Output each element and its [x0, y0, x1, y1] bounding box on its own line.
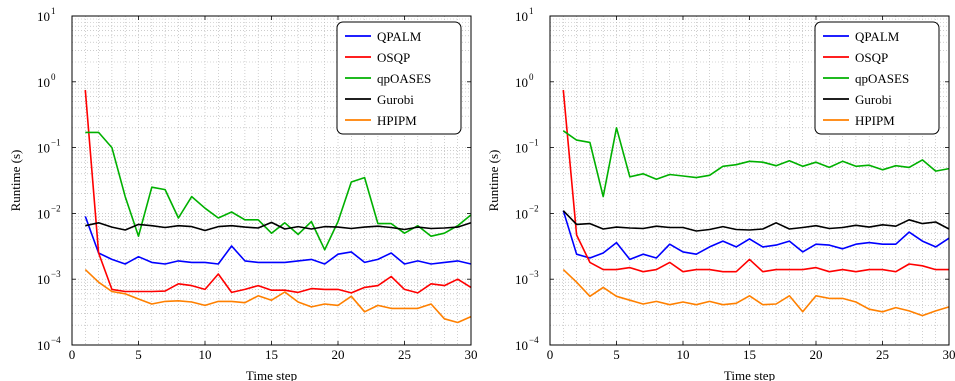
y-tick-label: 10 — [515, 338, 528, 353]
y-tick-label: 10 — [515, 141, 528, 156]
y-tick-exponent: −3 — [51, 269, 61, 279]
x-tick-label: 5 — [135, 347, 142, 362]
x-tick-label: 20 — [810, 347, 823, 362]
x-tick-label: 20 — [332, 347, 345, 362]
legend-label-qpoases: qpOASES — [377, 71, 431, 86]
legend-label-qpoases: qpOASES — [855, 71, 909, 86]
legend-label-qpalm: QPALM — [377, 29, 422, 44]
y-tick-exponent: −4 — [51, 335, 61, 345]
legend-box — [336, 21, 462, 135]
y-tick-label: 10 — [515, 9, 528, 24]
series-line-qpoases — [85, 131, 472, 251]
y-tick-exponent: 0 — [529, 72, 534, 82]
y-tick-exponent: 1 — [529, 6, 534, 16]
legend-box — [814, 21, 940, 135]
legend-label-hpipm: HPIPM — [377, 113, 417, 128]
series-line-qpoases — [562, 127, 950, 198]
y-tick-label: 10 — [37, 206, 50, 221]
x-tick-label: 5 — [613, 347, 620, 362]
y-tick-exponent: −1 — [51, 138, 61, 148]
x-tick-label: 30 — [465, 347, 478, 362]
series-line-gurobi — [562, 210, 950, 232]
series-line-qpalm — [84, 216, 472, 265]
x-axis-label: Time step — [246, 368, 297, 381]
legend-label-osqp: OSQP — [377, 50, 410, 65]
y-tick-exponent: −2 — [529, 203, 539, 213]
series-line-osqp — [84, 89, 472, 294]
y-axis-label: Runtime (s) — [8, 150, 23, 212]
y-tick-exponent: −2 — [51, 203, 61, 213]
y-tick-label: 10 — [515, 272, 528, 287]
legend-label-gurobi: Gurobi — [377, 92, 414, 107]
x-tick-label: 0 — [69, 347, 76, 362]
x-tick-label: 0 — [547, 347, 554, 362]
y-tick-label: 10 — [37, 272, 50, 287]
y-tick-label: 10 — [37, 141, 50, 156]
y-axis-label: Runtime (s) — [486, 150, 501, 212]
x-tick-label: 25 — [398, 347, 411, 362]
y-tick-exponent: −1 — [529, 138, 539, 148]
y-tick-label: 10 — [37, 75, 50, 90]
y-tick-label: 10 — [515, 75, 528, 90]
legend-label-qpalm: QPALM — [855, 29, 900, 44]
series-line-osqp — [562, 89, 949, 273]
x-tick-label: 15 — [265, 347, 278, 362]
series-line-hpipm — [84, 269, 472, 324]
legend: QPALM OSQP qpOASES Gurobi HPIPM — [336, 21, 462, 135]
x-tick-label: 10 — [677, 347, 690, 362]
y-tick-exponent: 0 — [51, 72, 56, 82]
y-tick-exponent: −3 — [529, 269, 539, 279]
x-tick-label: 30 — [943, 347, 955, 362]
legend: QPALM OSQP qpOASES Gurobi HPIPM — [814, 21, 940, 135]
x-axis-label: Time step — [724, 368, 775, 381]
x-tick-label: 25 — [876, 347, 889, 362]
legend-label-gurobi: Gurobi — [855, 92, 892, 107]
x-tick-label: 10 — [199, 347, 212, 362]
y-tick-label: 10 — [515, 206, 528, 221]
series-line-qpalm — [562, 210, 950, 261]
y-tick-exponent: −4 — [529, 335, 539, 345]
series-line-hpipm — [562, 269, 950, 317]
y-tick-label: 10 — [37, 9, 50, 24]
legend-label-osqp: OSQP — [855, 50, 888, 65]
series-line-gurobi — [85, 221, 472, 232]
x-tick-label: 15 — [743, 347, 756, 362]
y-tick-label: 10 — [37, 338, 50, 353]
y-tick-exponent: 1 — [51, 6, 56, 16]
legend-label-hpipm: HPIPM — [855, 113, 895, 128]
